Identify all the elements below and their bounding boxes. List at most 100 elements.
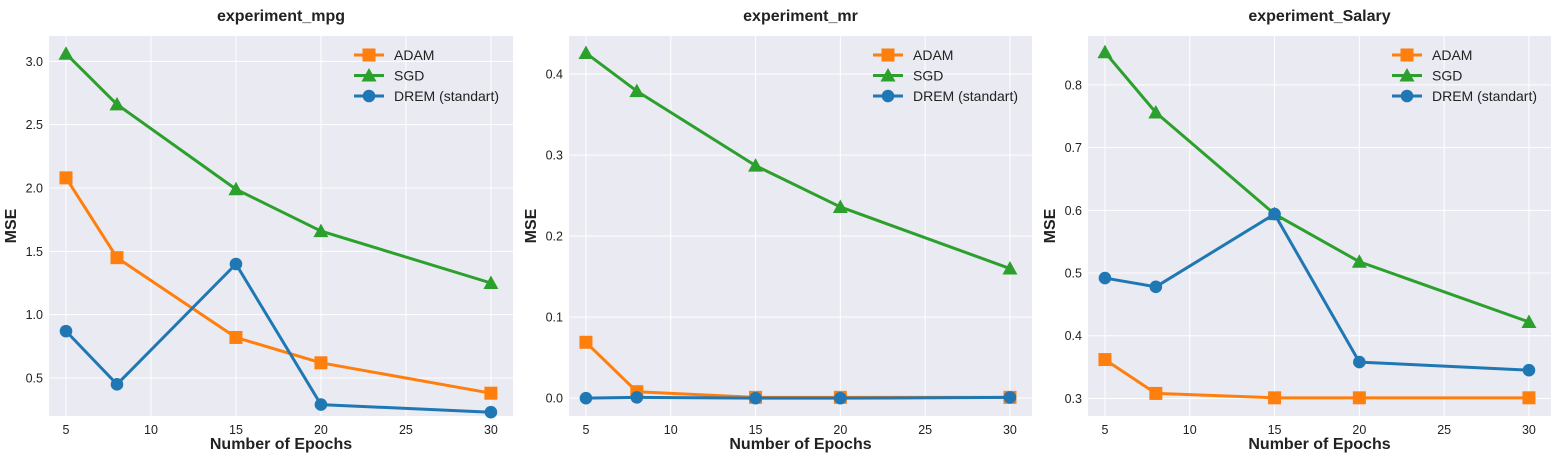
data-point-sgd — [629, 83, 645, 98]
legend-label-drem-standart: DREM (standart) — [913, 88, 1018, 104]
x-tick-label: 10 — [664, 423, 678, 437]
y-tick-label: 0.1 — [546, 311, 563, 325]
data-point-drem-standart — [110, 378, 124, 391]
y-tick-label: 0.2 — [546, 230, 563, 244]
y-tick-label: 3.0 — [26, 55, 43, 69]
legend: ADAM SGD DREM (standart) — [1392, 47, 1537, 104]
data-point-adam — [229, 330, 243, 344]
y-tick-label: 2.0 — [26, 182, 43, 196]
x-tick-label: 20 — [833, 423, 847, 437]
data-point-sgd — [1002, 261, 1018, 275]
y-tick-label: 1.5 — [26, 245, 43, 259]
data-point-drem-standart — [59, 324, 73, 338]
x-tick-label: 25 — [918, 423, 932, 437]
x-tick-label: 30 — [1003, 423, 1017, 437]
y-tick-label: 0.3 — [546, 149, 563, 163]
legend-marker-sgd — [880, 68, 896, 82]
y-tick-label: 0.3 — [1065, 392, 1082, 406]
chart-panel-1: 5 10 15 20 25 30 0.5 1.0 1.5 2.0 2.5 3.0 experiment_… — [3, 8, 513, 453]
data-point-sgd — [832, 199, 848, 213]
legend-marker-sgd — [361, 68, 377, 82]
y-tick-label: 0.4 — [546, 68, 563, 82]
legend-marker-adam — [362, 48, 376, 62]
x-axis-label: Number of Epochs — [729, 436, 871, 453]
data-point-drem-standart — [1098, 271, 1112, 285]
data-point-drem-standart — [630, 391, 644, 404]
data-point-adam — [1522, 391, 1536, 405]
legend-marker-adam — [1400, 48, 1414, 62]
data-point-drem-standart — [749, 391, 762, 405]
legend-label-adam: ADAM — [394, 47, 434, 63]
legend-marker-drem-standart — [362, 89, 376, 103]
data-point-adam — [1098, 353, 1112, 367]
data-point-sgd — [1097, 44, 1113, 59]
data-point-sgd — [58, 46, 74, 60]
legend: ADAM SGD DREM (standart) — [354, 47, 499, 104]
data-point-sgd — [109, 96, 125, 111]
x-tick-label: 20 — [314, 423, 328, 437]
y-tick-label: 1.0 — [26, 308, 43, 322]
chart-title: experiment_mr — [743, 8, 858, 25]
y-axis-label: MSE — [1042, 208, 1059, 243]
x-tick-label: 10 — [144, 423, 158, 437]
legend-marker-adam — [881, 48, 895, 62]
data-point-sgd — [578, 45, 594, 60]
data-point-adam — [484, 386, 498, 400]
data-point-drem-standart — [834, 391, 847, 405]
plot-area — [1088, 36, 1551, 416]
plot-area — [569, 36, 1032, 416]
data-point-sgd — [1351, 254, 1367, 268]
legend-label-drem-standart: DREM (standart) — [394, 88, 499, 104]
x-tick-label: 5 — [1101, 423, 1108, 437]
x-tick-label: 25 — [399, 423, 413, 437]
data-point-adam — [1352, 391, 1366, 405]
y-tick-label: 0.0 — [546, 392, 563, 406]
y-tick-label: 0.7 — [1065, 141, 1082, 155]
legend: ADAM SGD DREM (standart) — [873, 47, 1018, 104]
data-point-drem-standart — [1522, 363, 1536, 377]
data-point-sgd — [1521, 314, 1537, 328]
y-tick-label: 0.8 — [1065, 78, 1082, 92]
legend-marker-drem-standart — [881, 89, 895, 103]
x-tick-label: 10 — [1183, 423, 1197, 437]
data-point-adam — [314, 356, 328, 370]
legend-label-drem-standart: DREM (standart) — [1432, 88, 1537, 104]
data-point-drem-standart — [1268, 207, 1281, 221]
y-tick-label: 2.5 — [26, 118, 43, 132]
legend-label-adam: ADAM — [1432, 47, 1472, 63]
y-tick-label: 0.4 — [1065, 329, 1082, 343]
legend-marker-drem-standart — [1400, 89, 1414, 103]
x-tick-label: 20 — [1352, 423, 1366, 437]
legend-label-sgd: SGD — [394, 68, 424, 84]
y-tick-label: 0.6 — [1065, 204, 1082, 218]
data-point-drem-standart — [1003, 391, 1017, 404]
data-point-drem-standart — [229, 257, 243, 271]
y-axis-label: MSE — [523, 208, 540, 243]
x-tick-label: 15 — [1268, 423, 1282, 437]
data-point-drem-standart — [484, 405, 498, 419]
chart-title: experiment_Salary — [1248, 8, 1390, 25]
data-point-adam — [579, 335, 593, 349]
data-point-sgd — [748, 158, 764, 172]
legend-label-sgd: SGD — [1432, 68, 1462, 84]
chart-title: experiment_mpg — [217, 8, 345, 25]
legend-marker-sgd — [1399, 68, 1415, 82]
data-point-adam — [1149, 386, 1163, 400]
x-tick-label: 25 — [1437, 423, 1451, 437]
y-axis-label: MSE — [3, 208, 20, 243]
data-point-sgd — [483, 275, 499, 289]
x-axis-label: Number of Epochs — [1248, 436, 1390, 453]
x-tick-label: 15 — [749, 423, 763, 437]
plot-area — [49, 36, 513, 416]
data-point-drem-standart — [579, 391, 593, 405]
y-tick-label: 0.5 — [26, 372, 43, 386]
chart-panel-3: 5 10 15 20 25 30 0.3 0.4 0.5 0.6 0.7 0.8 experiment_… — [1042, 8, 1551, 453]
x-tick-label: 30 — [484, 423, 498, 437]
chart-panel-2: 5 10 15 20 25 30 0.0 0.1 0.2 0.3 0.4 experiment_mr N… — [523, 8, 1032, 453]
legend-label-adam: ADAM — [913, 47, 953, 63]
data-point-drem-standart — [1149, 280, 1163, 294]
data-point-adam — [59, 171, 73, 185]
data-point-sgd — [228, 181, 244, 196]
